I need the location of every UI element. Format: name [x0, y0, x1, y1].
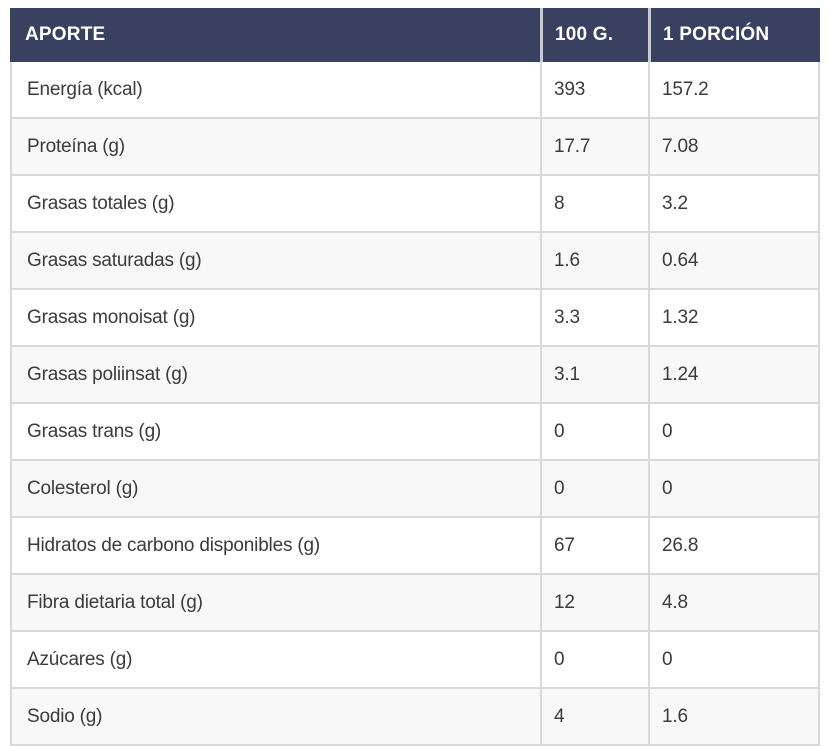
value-100g-cell: 67: [540, 518, 648, 575]
row-label-cell: Hidratos de carbono disponibles (g): [10, 518, 540, 575]
value-100g-cell: 3.1: [540, 347, 648, 404]
table-row: Energía (kcal) 393 157.2: [10, 62, 820, 119]
value-porcion-cell: 157.2: [648, 62, 820, 119]
table-row: Grasas totales (g) 8 3.2: [10, 176, 820, 233]
table-header-row: APORTE 100 G. 1 PORCIÓN: [10, 8, 820, 62]
value-porcion-cell: 0: [648, 632, 820, 689]
value-100g-cell: 4: [540, 689, 648, 746]
value-porcion-cell: 7.08: [648, 119, 820, 176]
value-porcion-cell: 4.8: [648, 575, 820, 632]
table-row: Azúcares (g) 0 0: [10, 632, 820, 689]
row-label-cell: Grasas monoisat (g): [10, 290, 540, 347]
row-label-cell: Grasas trans (g): [10, 404, 540, 461]
table-row: Hidratos de carbono disponibles (g) 67 26.…: [10, 518, 820, 575]
column-header-100g: 100 G.: [540, 8, 648, 62]
column-header-aporte: APORTE: [10, 8, 540, 62]
value-porcion-cell: 0: [648, 404, 820, 461]
row-label-cell: Colesterol (g): [10, 461, 540, 518]
table-row: Grasas saturadas (g) 1.6 0.64: [10, 233, 820, 290]
value-porcion-cell: 1.24: [648, 347, 820, 404]
nutrition-table-body: Energía (kcal) 393 157.2 Proteína (g) 17.7 7.…: [10, 62, 820, 746]
nutrition-table: APORTE 100 G. 1 PORCIÓN Energía (kcal) 39…: [10, 8, 820, 746]
column-header-porcion: 1 PORCIÓN: [648, 8, 820, 62]
value-100g-cell: 17.7: [540, 119, 648, 176]
value-100g-cell: 3.3: [540, 290, 648, 347]
value-100g-cell: 8: [540, 176, 648, 233]
value-100g-cell: 12: [540, 575, 648, 632]
table-row: Fibra dietaria total (g) 12 4.8: [10, 575, 820, 632]
table-row: Sodio (g) 4 1.6: [10, 689, 820, 746]
table-row: Grasas poliinsat (g) 3.1 1.24: [10, 347, 820, 404]
value-porcion-cell: 1.6: [648, 689, 820, 746]
value-porcion-cell: 1.32: [648, 290, 820, 347]
row-label-cell: Sodio (g): [10, 689, 540, 746]
value-porcion-cell: 26.8: [648, 518, 820, 575]
table-row: Grasas monoisat (g) 3.3 1.32: [10, 290, 820, 347]
row-label-cell: Energía (kcal): [10, 62, 540, 119]
value-100g-cell: 1.6: [540, 233, 648, 290]
value-porcion-cell: 0.64: [648, 233, 820, 290]
row-label-cell: Azúcares (g): [10, 632, 540, 689]
value-100g-cell: 0: [540, 461, 648, 518]
row-label-cell: Proteína (g): [10, 119, 540, 176]
row-label-cell: Grasas poliinsat (g): [10, 347, 540, 404]
row-label-cell: Grasas saturadas (g): [10, 233, 540, 290]
value-porcion-cell: 3.2: [648, 176, 820, 233]
table-row: Proteína (g) 17.7 7.08: [10, 119, 820, 176]
value-100g-cell: 0: [540, 632, 648, 689]
nutrition-table-head: APORTE 100 G. 1 PORCIÓN: [10, 8, 820, 62]
value-100g-cell: 393: [540, 62, 648, 119]
row-label-cell: Fibra dietaria total (g): [10, 575, 540, 632]
table-row: Grasas trans (g) 0 0: [10, 404, 820, 461]
value-100g-cell: 0: [540, 404, 648, 461]
row-label-cell: Grasas totales (g): [10, 176, 540, 233]
value-porcion-cell: 0: [648, 461, 820, 518]
table-row: Colesterol (g) 0 0: [10, 461, 820, 518]
